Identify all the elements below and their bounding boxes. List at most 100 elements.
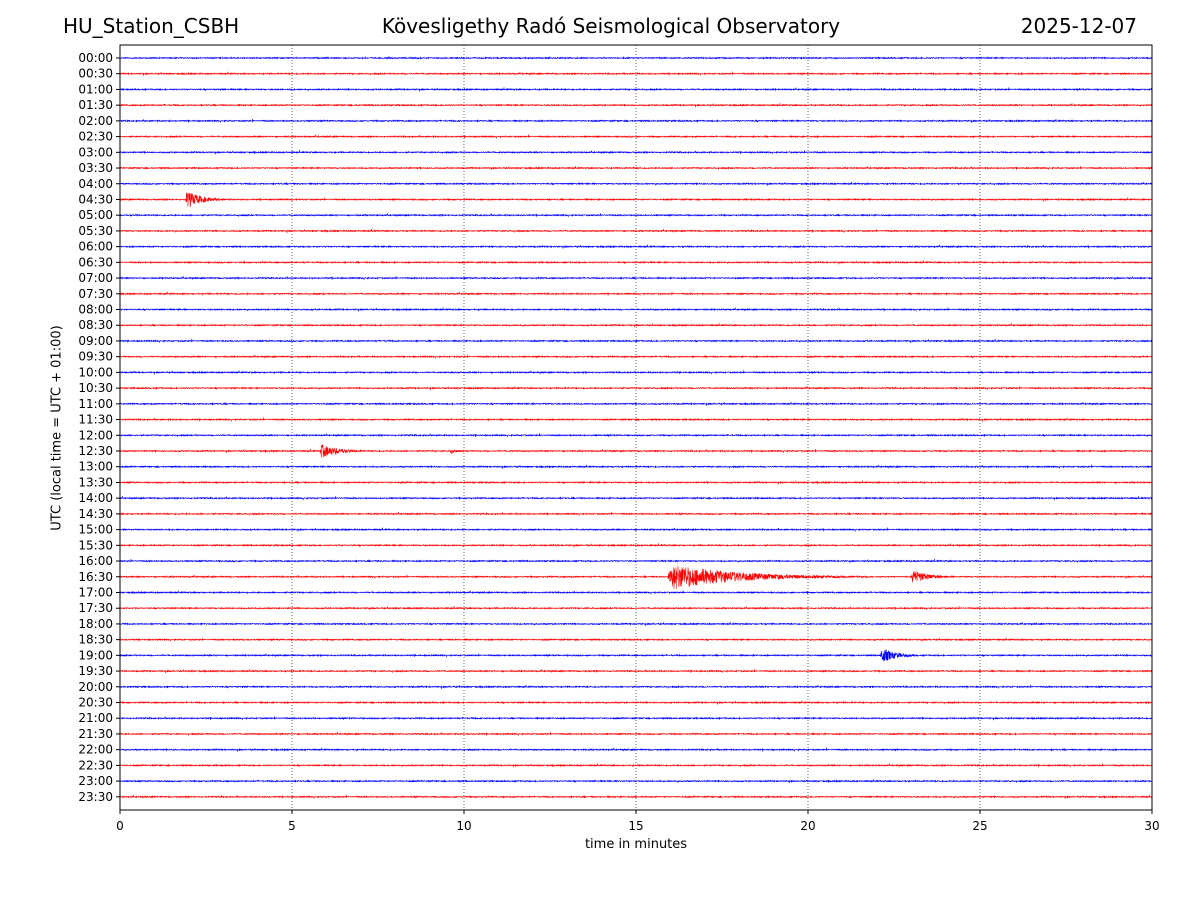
y-tick-label: 16:00	[78, 554, 113, 568]
y-tick-label: 04:00	[78, 177, 113, 191]
trace-2230	[119, 763, 1153, 768]
y-tick-label: 19:00	[78, 648, 113, 662]
trace-1200	[119, 433, 1153, 438]
x-tick-label: 0	[116, 819, 124, 833]
trace-1530	[119, 543, 1153, 548]
trace-0230	[119, 134, 1153, 139]
y-tick-label: 02:30	[78, 130, 113, 144]
y-tick-label: 05:30	[78, 224, 113, 238]
y-tick-label: 20:30	[78, 696, 113, 710]
trace-1000	[119, 370, 1153, 375]
y-tick-label: 08:30	[78, 318, 113, 332]
y-tick-label: 18:00	[78, 617, 113, 631]
y-tick-label: 22:30	[78, 758, 113, 772]
y-axis-label: UTC (local time = UTC + 01:00)	[49, 325, 65, 531]
trace-0500	[119, 213, 1153, 218]
y-tick-label: 14:00	[78, 491, 113, 505]
y-tick-label: 06:30	[78, 255, 113, 269]
trace-0330	[119, 165, 1153, 171]
trace-0700	[119, 276, 1153, 281]
trace-1630	[119, 565, 1153, 589]
y-tick-label: 13:00	[78, 460, 113, 474]
trace-0130	[119, 103, 1153, 108]
trace-1500	[119, 527, 1153, 532]
y-tick-label: 20:00	[78, 680, 113, 694]
y-tick-label: 17:30	[78, 601, 113, 615]
trace-2300	[119, 779, 1153, 784]
observatory-title: Kövesligethy Radó Seismological Observat…	[381, 14, 841, 38]
x-axis-label: time in minutes	[584, 837, 688, 852]
trace-0830	[119, 323, 1153, 328]
date-title: 2025-12-07	[1020, 14, 1137, 38]
y-tick-label: 18:30	[78, 633, 113, 647]
y-tick-label: 00:00	[78, 51, 113, 65]
y-tick-label: 01:30	[78, 98, 113, 112]
trace-0600	[119, 244, 1153, 250]
trace-0030	[119, 71, 1153, 77]
y-tick-label: 21:00	[78, 711, 113, 725]
y-tick-label: 23:30	[78, 790, 113, 804]
trace-0800	[119, 307, 1153, 312]
trace-0400	[119, 181, 1153, 186]
trace-0300	[119, 150, 1153, 155]
trace-0100	[119, 87, 1153, 92]
y-tick-label: 15:00	[78, 523, 113, 537]
trace-0730	[119, 291, 1153, 297]
y-tick-label: 03:00	[78, 145, 113, 159]
y-tick-label: 16:30	[78, 570, 113, 584]
x-tick-label: 25	[972, 819, 987, 833]
x-axis-ticks: 0 5 10 15 20 25 30	[116, 810, 1160, 833]
y-tick-label: 17:00	[78, 585, 113, 599]
y-tick-label: 07:00	[78, 271, 113, 285]
x-tick-label: 15	[628, 819, 643, 833]
trace-2100	[119, 716, 1153, 721]
y-tick-label: 22:00	[78, 743, 113, 757]
trace-1300	[119, 464, 1153, 470]
y-tick-label: 19:30	[78, 664, 113, 678]
trace-0630	[119, 260, 1153, 265]
trace-1130	[119, 417, 1153, 422]
trace-2030	[119, 700, 1153, 705]
y-tick-label: 12:00	[78, 428, 113, 442]
y-tick-label: 15:30	[78, 538, 113, 552]
trace-1400	[119, 496, 1153, 501]
x-tick-label: 10	[456, 819, 471, 833]
y-tick-label: 09:30	[78, 350, 113, 364]
trace-2330	[119, 794, 1153, 800]
trace-0000	[119, 56, 1153, 60]
y-tick-label: 01:00	[78, 82, 113, 96]
y-tick-label: 09:00	[78, 334, 113, 348]
trace-1430	[119, 511, 1153, 517]
trace-0430	[119, 192, 1153, 208]
y-tick-label: 04:30	[78, 192, 113, 206]
x-tick-label: 5	[288, 819, 296, 833]
trace-1230	[119, 444, 1153, 458]
trace-1830	[119, 637, 1153, 643]
y-tick-label: 02:00	[78, 114, 113, 128]
trace-1100	[119, 401, 1153, 407]
y-tick-label: 14:30	[78, 507, 113, 521]
y-tick-label: 10:30	[78, 381, 113, 395]
trace-0200	[119, 118, 1153, 124]
y-tick-label: 03:30	[78, 161, 113, 175]
trace-0930	[119, 354, 1153, 360]
station-title: HU_Station_CSBH	[63, 14, 240, 38]
grid-lines	[291, 45, 981, 810]
trace-1800	[119, 621, 1153, 627]
seismic-traces	[119, 56, 1153, 800]
trace-1330	[119, 480, 1153, 485]
trace-1930	[119, 669, 1153, 674]
y-tick-label: 05:00	[78, 208, 113, 222]
trace-1900	[119, 649, 1153, 662]
trace-0530	[119, 228, 1153, 234]
trace-1730	[119, 606, 1153, 611]
x-tick-label: 30	[1144, 819, 1159, 833]
trace-1030	[119, 386, 1153, 391]
trace-1700	[119, 590, 1153, 595]
trace-1600	[119, 558, 1153, 564]
y-tick-label: 06:00	[78, 240, 113, 254]
y-tick-label: 08:00	[78, 303, 113, 317]
trace-0900	[119, 338, 1153, 344]
